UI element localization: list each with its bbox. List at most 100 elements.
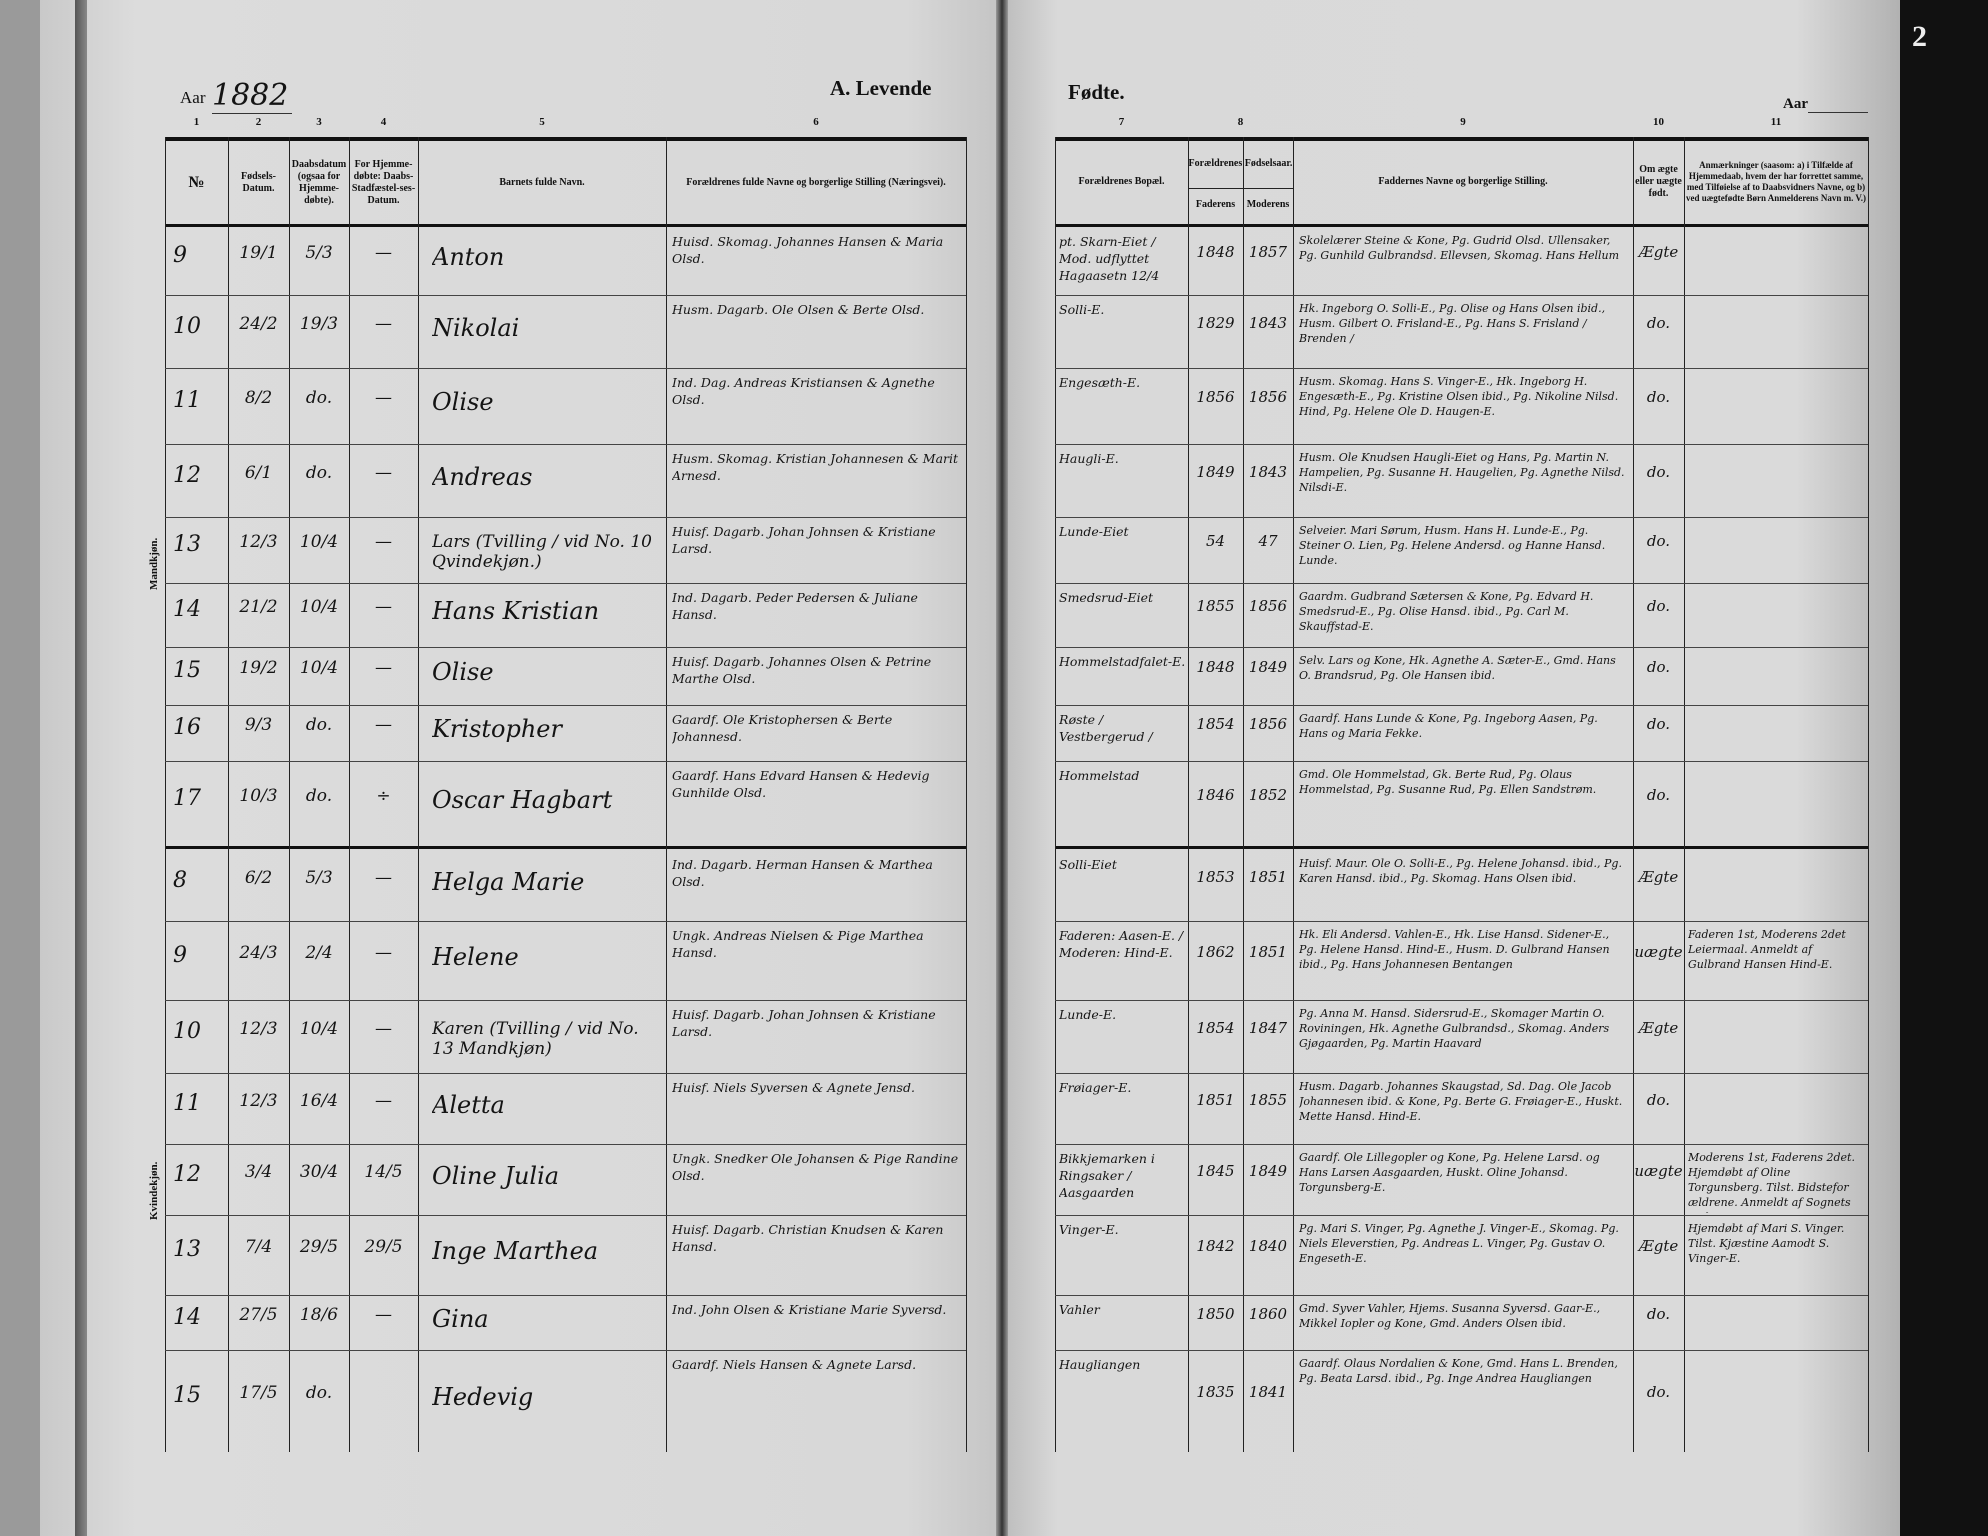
confirmation-date: — — [375, 1090, 392, 1111]
header-parents: Forældrenes fulde Navne og borgerlige St… — [686, 176, 946, 188]
legitimacy: do. — [1646, 1090, 1671, 1109]
birth-date: 21/2 — [239, 597, 278, 617]
header-mother: Moderens — [1246, 199, 1290, 210]
row-rule — [165, 647, 966, 648]
section-divider-right — [1055, 846, 1868, 849]
row-rule — [1055, 517, 1868, 518]
mother-birth-year: 1841 — [1248, 1383, 1288, 1401]
row-rule — [1055, 1215, 1868, 1216]
section-divider-left — [165, 846, 966, 849]
row-rule — [165, 1000, 966, 1001]
section-label-male: Mandkjøn. — [148, 537, 160, 590]
confirmation-date: 14/5 — [364, 1161, 403, 1182]
column-rule — [1293, 137, 1294, 1452]
sponsors-names: Skolelærer Steine & Kone, Pg. Gudrid Ols… — [1299, 234, 1620, 262]
remarks — [1688, 374, 1864, 442]
mother-birth-year: 1856 — [1248, 715, 1288, 733]
father-birth-year: 1854 — [1196, 1018, 1235, 1037]
legitimacy: do. — [1646, 532, 1671, 550]
header-rule-bottom-right — [1055, 224, 1868, 227]
remarks — [1688, 1356, 1864, 1450]
birth-date: 6/2 — [244, 867, 273, 888]
section-label-female: Kvindekjøn. — [148, 1161, 160, 1220]
parents-names: Ind. Dagarb. Herman Hansen & Marthea Ols… — [672, 857, 933, 889]
child-name: Andreas — [432, 462, 533, 491]
legitimacy: uægte — [1634, 942, 1683, 961]
entry-number: 10 — [173, 1018, 201, 1044]
header-residence: Forældrenes Bopæl. — [1078, 176, 1165, 187]
header-rule-top-right — [1055, 137, 1868, 141]
birth-date: 17/5 — [239, 1383, 278, 1403]
row-rule — [1055, 921, 1868, 922]
legitimacy: uægte — [1634, 1161, 1683, 1180]
parents-names: Huisf. Dagarb. Johannes Olsen & Petrine … — [672, 654, 932, 686]
parents-names: Ind. John Olsen & Kristiane Marie Syvers… — [672, 1302, 947, 1317]
column-number: 8 — [1237, 116, 1244, 128]
child-name: Nikolai — [432, 313, 520, 342]
header-sponsors: Faddernes Navne og borgerlige Stilling. — [1378, 176, 1548, 187]
column-rule — [966, 137, 967, 1452]
parents-names: Husm. Dagarb. Ole Olsen & Berte Olsd. — [672, 302, 925, 317]
confirmation-date: — — [375, 462, 392, 483]
child-name: Inge Marthea — [432, 1237, 599, 1265]
birth-date: 12/3 — [239, 1018, 278, 1039]
mother-birth-year: 1849 — [1248, 1161, 1288, 1180]
mother-birth-year: 47 — [1258, 532, 1278, 550]
entry-number: 10 — [173, 313, 201, 339]
legitimacy: Ægte — [1638, 243, 1679, 261]
sponsors-names: Selveier. Mari Sørum, Husm. Hans H. Lund… — [1299, 524, 1606, 567]
column-number: 10 — [1653, 116, 1664, 128]
confirmation-date: ÷ — [376, 785, 391, 806]
confirmation-date: — — [375, 942, 392, 963]
father-birth-year: 54 — [1205, 532, 1226, 550]
child-name: Helga Marie — [432, 867, 585, 896]
baptism-date: do. — [305, 785, 333, 806]
baptism-date: 5/3 — [305, 867, 333, 888]
column-number: 11 — [1770, 116, 1782, 128]
row-rule — [165, 1144, 966, 1145]
header-father: Faderens — [1195, 199, 1236, 210]
page-edge-shadow — [75, 0, 87, 1536]
column-rule — [1633, 137, 1634, 1452]
remarks — [1688, 523, 1864, 581]
column-rule — [666, 137, 667, 1452]
row-rule — [1055, 1144, 1868, 1145]
parents-names: Huisd. Skomag. Johannes Hansen & Maria O… — [672, 234, 944, 266]
row-rule — [165, 517, 966, 518]
column-rule — [1868, 137, 1869, 1452]
parents-names: Ungk. Snedker Ole Johansen & Pige Randin… — [672, 1151, 959, 1183]
year-blank-line — [1808, 112, 1868, 113]
parents-residence: Røste / Vestbergerud / — [1059, 712, 1153, 744]
parents-names: Huisf. Niels Syversen & Agnete Jensd. — [672, 1080, 915, 1095]
father-birth-year: 1855 — [1196, 597, 1235, 615]
entry-number: 13 — [173, 1237, 201, 1262]
mother-birth-year: 1857 — [1248, 243, 1288, 261]
entry-number: 16 — [173, 715, 201, 740]
parents-residence: Lunde-Eiet — [1059, 524, 1129, 539]
parents-residence: Lunde-E. — [1059, 1007, 1117, 1022]
parents-residence: pt. Skarn-Eiet / Mod. udflyttet Hagaaset… — [1059, 234, 1160, 283]
sponsors-names: Gmd. Ole Hommelstad, Gk. Berte Rud, Pg. … — [1299, 768, 1597, 796]
sponsors-names: Husm. Ole Knudsen Haugli-Eiet og Hans, P… — [1299, 451, 1625, 494]
row-rule — [1055, 761, 1868, 762]
father-birth-year: 1829 — [1196, 313, 1235, 332]
child-name: Hans Kristian — [432, 597, 600, 625]
legitimacy: Ægte — [1638, 1237, 1679, 1255]
column-number: 4 — [380, 116, 387, 128]
sponsors-names: Gaardf. Olaus Nordalien & Kone, Gmd. Han… — [1299, 1357, 1618, 1385]
child-name: Aletta — [432, 1090, 505, 1119]
sponsors-names: Gaardf. Hans Lunde & Kone, Pg. Ingeborg … — [1299, 712, 1598, 740]
baptism-date: 30/4 — [299, 1161, 339, 1182]
parents-names: Huisf. Dagarb. Christian Knudsen & Karen… — [672, 1222, 944, 1254]
parents-residence: Haugliangen — [1059, 1357, 1141, 1372]
parents-names: Gaardf. Niels Hansen & Agnete Larsd. — [672, 1357, 917, 1372]
parents-residence: Engesæth-E. — [1059, 375, 1141, 390]
birth-date: 8/2 — [244, 388, 273, 408]
legitimacy: do. — [1646, 597, 1671, 615]
baptism-date: do. — [305, 462, 333, 483]
parents-residence: Bikkjemarken i Ringsaker / Aasgaarden — [1059, 1151, 1155, 1200]
header-legitimacy: Om ægte eller uægte født. — [1635, 164, 1682, 199]
parents-residence: Vahler — [1059, 1302, 1100, 1317]
father-birth-year: 1856 — [1196, 388, 1235, 406]
remarks — [1688, 301, 1864, 366]
